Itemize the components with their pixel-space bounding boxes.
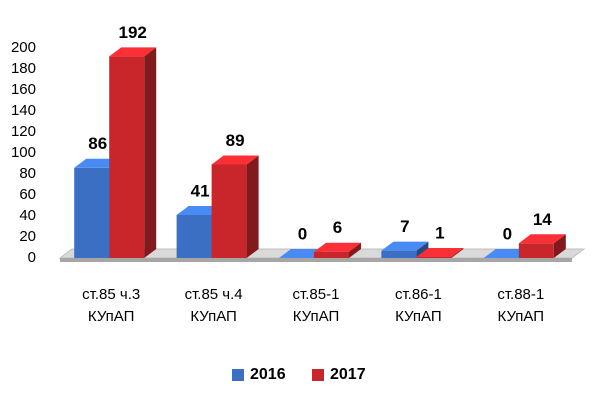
bar-front: [314, 251, 349, 258]
x-tick-label: ст.85 ч.4 КУпАП: [184, 286, 243, 325]
y-tick-label: 60: [19, 186, 36, 203]
bar-front: [109, 56, 145, 259]
data-label: 89: [226, 131, 245, 150]
data-label: 192: [119, 23, 147, 42]
y-tick-label: 0: [28, 249, 36, 266]
data-label: 41: [191, 181, 210, 200]
data-label: 6: [333, 218, 342, 237]
bar: [211, 155, 259, 258]
legend-label: 2016: [250, 366, 286, 383]
x-tick-label: ст.86-1 КУпАП: [394, 286, 442, 325]
bar-front: [176, 214, 212, 258]
legend-swatch: [312, 369, 324, 381]
bar-side: [144, 47, 157, 259]
y-tick-label: 140: [11, 102, 36, 119]
y-tick-label: 200: [11, 39, 36, 56]
bar-front: [381, 250, 417, 258]
bar-side: [416, 241, 429, 258]
legend-label: 2017: [330, 366, 366, 383]
bar: [109, 47, 157, 259]
bar-top: [416, 247, 464, 257]
data-label: 1: [435, 223, 444, 242]
y-tick-label: 120: [11, 123, 36, 140]
y-tick-label: 20: [19, 228, 36, 245]
bar-top: [314, 242, 361, 252]
data-label: 0: [503, 224, 512, 243]
y-tick-label: 40: [19, 207, 36, 224]
data-label: 0: [298, 224, 307, 243]
x-tick-label: ст.85-1 КУпАП: [292, 286, 340, 325]
x-tick-label: ст.85 ч.3 КУпАП: [82, 286, 141, 325]
data-label: 86: [88, 134, 107, 153]
y-tick-label: 100: [11, 144, 36, 161]
bar-front: [74, 167, 110, 258]
bar: [416, 247, 464, 258]
bar-top: [211, 155, 259, 165]
bar-side: [553, 234, 566, 258]
bar: [518, 234, 566, 258]
x-tick-label: ст.88-1 КУпАП: [497, 286, 545, 325]
bar-front: [211, 164, 247, 258]
bar-top: [381, 241, 429, 251]
data-label: 7: [400, 217, 409, 236]
bar-side: [451, 247, 464, 258]
bar-top: [518, 234, 566, 244]
y-tick-label: 160: [11, 81, 36, 98]
y-tick-label: 80: [19, 165, 36, 182]
y-tick-label: 180: [11, 60, 36, 77]
bar-front: [518, 243, 554, 258]
bar: [314, 242, 361, 258]
bar: [381, 241, 429, 258]
legend-swatch: [232, 369, 244, 381]
bar-top: [109, 47, 157, 57]
bar-side: [349, 242, 361, 258]
data-label: 14: [533, 210, 552, 229]
bar-front: [416, 256, 452, 258]
floor-edge: [60, 258, 572, 262]
bar-side: [246, 155, 259, 258]
